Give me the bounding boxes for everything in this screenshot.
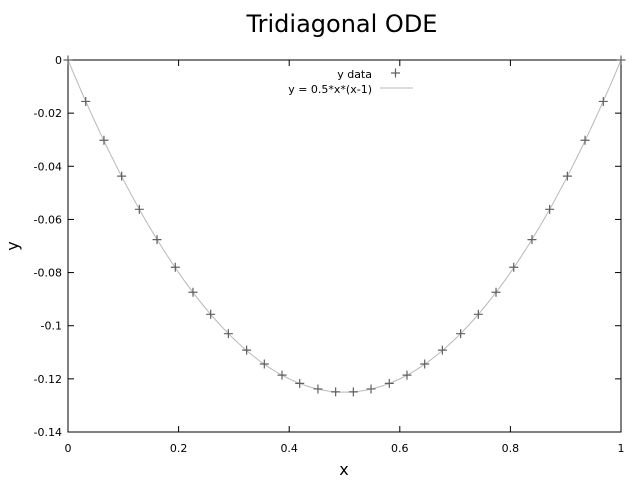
legend: y data y = 0.5*x*(x-1) [288,68,413,96]
y-tick-label: -0.06 [34,213,62,226]
data-point [117,171,127,181]
series-line-curve [67,59,622,393]
y-tick-label: -0.14 [34,426,62,439]
x-tick-label: 0.4 [280,442,298,455]
data-point [170,262,180,272]
data-point [259,359,269,369]
data-point [437,345,447,355]
x-tick-label: 0.6 [391,442,409,455]
y-tick-label: -0.1 [41,320,62,333]
plot-area-border [67,59,622,433]
data-point [509,262,519,272]
data-point [348,387,358,397]
y-tick-label: 0 [55,54,62,67]
data-point [295,378,305,388]
data-point [580,135,590,145]
data-point [81,96,91,106]
data-point [384,378,394,388]
data-point [63,55,73,65]
legend-label-y-data: y data [337,68,372,81]
y-tick-label: -0.08 [34,267,62,280]
data-point [366,384,376,394]
data-point [562,171,572,181]
data-point [313,384,323,394]
data-point [616,55,626,65]
x-tick-label: 0.2 [170,442,188,455]
legend-marker-y-data [391,68,400,78]
data-point [188,287,198,297]
data-point [491,287,501,297]
points-layer [63,55,626,397]
x-axis-label: x [339,460,348,479]
y-axis-label: y [3,241,22,250]
data-point [456,329,466,339]
data-point [545,204,555,214]
x-tick-label: 1 [618,442,625,455]
data-point [134,204,144,214]
chart-title: Tridiagonal ODE [246,10,438,38]
data-point [527,235,537,245]
data-point [242,345,252,355]
data-point [473,309,483,319]
y-tick-label: -0.12 [34,373,62,386]
data-point [402,370,412,380]
legend-label-curve: y = 0.5*x*(x-1) [288,83,372,96]
curve-layer [67,59,622,393]
data-point [331,387,341,397]
data-point [420,359,430,369]
x-tick-label: 0.8 [502,442,520,455]
y-tick-label: -0.04 [34,160,62,173]
data-point [277,370,287,380]
data-point [99,135,109,145]
x-tick-label: 0 [65,442,72,455]
axis-ticks: 0 0.2 0.4 0.6 0.8 1 0 -0.02 -0.04 -0.06 -0.08 -0.1 -… [34,54,625,455]
data-point [152,235,162,245]
y-tick-label: -0.02 [34,107,62,120]
data-point [206,309,216,319]
data-point [598,96,608,106]
data-point [223,329,233,339]
